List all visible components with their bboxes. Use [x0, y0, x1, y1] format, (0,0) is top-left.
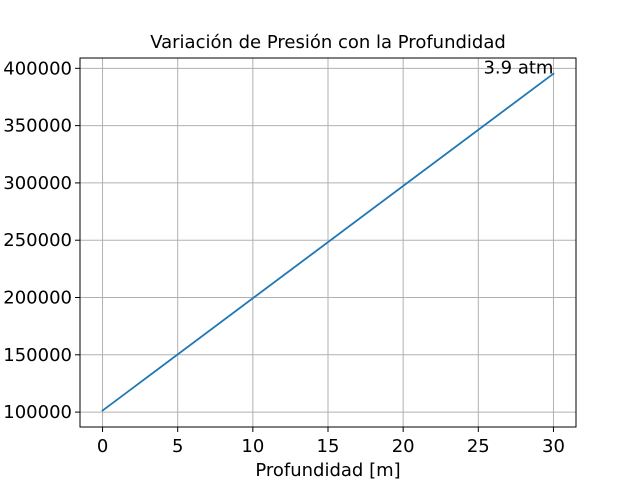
x-tick-label-6: 30 [542, 436, 565, 457]
y-tick-label-1: 150000 [3, 345, 72, 366]
x-tick-label-1: 5 [172, 436, 183, 457]
x-tick-label-3: 15 [317, 436, 340, 457]
series-point-0-0 [101, 409, 104, 412]
y-tick-label-4: 300000 [3, 173, 72, 194]
x-axis-label: Profundidad [m] [255, 460, 400, 480]
chart-title: Variación de Presión con la Profundidad [150, 32, 506, 53]
y-tick-label-2: 200000 [3, 288, 72, 309]
plot-area: 0 5 10 15 20 25 30 100000 150000 200000 250000 3000… [3, 57, 577, 457]
y-tick-label-3: 250000 [3, 230, 72, 251]
y-tick-label-6: 400000 [3, 58, 72, 79]
series-line-0 [101, 72, 555, 412]
x-tick-label-5: 25 [467, 436, 490, 457]
y-tick-label-0: 100000 [3, 402, 72, 423]
series-point-0-1 [552, 72, 555, 75]
x-tick-label-0: 0 [97, 436, 108, 457]
annotation-label-0: 3.9 atm [483, 58, 553, 79]
x-tick-label-4: 20 [392, 436, 415, 457]
y-tick-label-5: 350000 [3, 116, 72, 137]
x-tick-label-2: 10 [241, 436, 264, 457]
